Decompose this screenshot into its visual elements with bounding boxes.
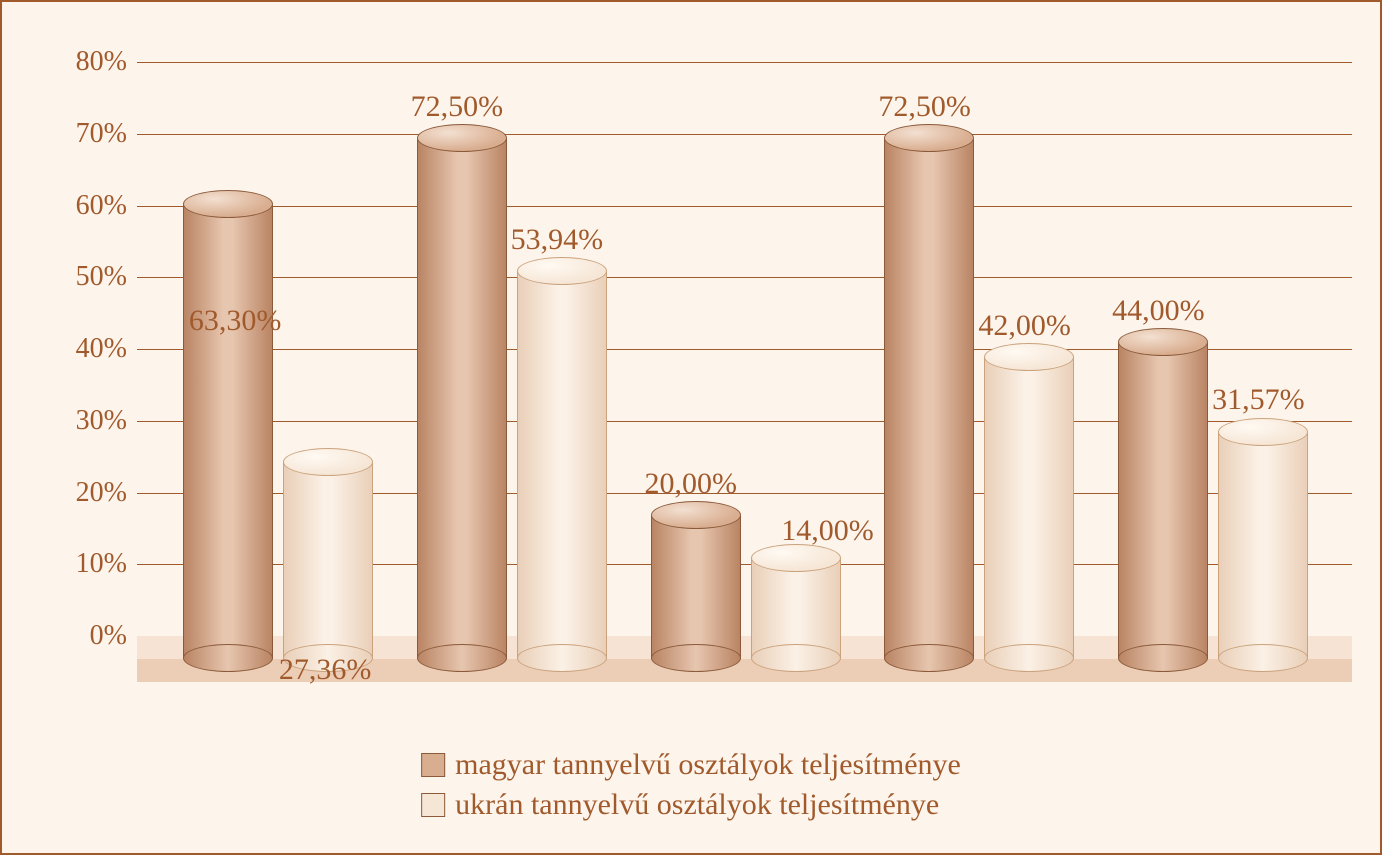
legend-label: ukrán tannyelvű osztályok teljesítménye [455, 788, 939, 822]
y-tick-label: 30% [76, 405, 137, 437]
plot-area: 0%10%20%30%40%50%60%70%80%63,30%27,36%72… [137, 62, 1352, 682]
chart-container: 0% 10% 20% 30% 40% 50% 60% 70% 80% 63,30% 27,36% 72… [0, 0, 1382, 855]
bar-body [283, 463, 373, 659]
bar-cylinder [984, 345, 1072, 659]
y-tick-label: 50% [76, 261, 137, 293]
bar-cylinder [1218, 420, 1306, 660]
bar-cylinder [517, 259, 605, 659]
bar-top [1218, 418, 1308, 446]
bar-cylinder [283, 450, 371, 659]
bar-body [651, 516, 741, 660]
legend-item: magyar tannyelvű osztályok teljesítménye [421, 748, 961, 782]
y-tick-label: 10% [76, 548, 137, 580]
bar-bottom [751, 644, 841, 672]
bar-cylinder [751, 546, 839, 659]
data-label: 14,00% [781, 514, 874, 548]
grid-line [137, 62, 1352, 63]
bar-cylinder [651, 503, 739, 660]
bar-cylinder [884, 126, 972, 659]
y-tick-label: 20% [76, 477, 137, 509]
bar-top [751, 544, 841, 572]
bar-bottom [517, 644, 607, 672]
grid-line [137, 277, 1352, 278]
y-tick-label: 60% [76, 190, 137, 222]
bar-top [884, 124, 974, 152]
y-tick-label: 70% [76, 118, 137, 150]
data-label: 20,00% [645, 467, 738, 501]
y-tick-label: 40% [76, 333, 137, 365]
bar-bottom [884, 644, 974, 672]
grid-line [137, 134, 1352, 135]
bar-body [1218, 433, 1308, 660]
data-label: 44,00% [1112, 294, 1205, 328]
bar-top [517, 257, 607, 285]
legend-label: magyar tannyelvű osztályok teljesítménye [455, 748, 961, 782]
bar-top [984, 343, 1074, 371]
bar-body [517, 272, 607, 659]
legend-swatch [421, 753, 445, 777]
bar-bottom [183, 644, 273, 672]
data-label: 27,36% [279, 653, 372, 687]
bar-bottom [651, 644, 741, 672]
grid-line [137, 206, 1352, 207]
bar-bottom [1218, 644, 1308, 672]
bar-top [183, 190, 273, 218]
data-label: 42,00% [978, 309, 1071, 343]
bar-body [417, 139, 507, 659]
bar-top [283, 448, 373, 476]
data-label: 63,30% [189, 304, 282, 338]
bar-cylinder [1118, 330, 1206, 659]
data-label: 53,94% [511, 223, 604, 257]
bar-body [984, 358, 1074, 659]
bar-body [183, 205, 273, 659]
bar-bottom [1118, 644, 1208, 672]
bar-body [1118, 343, 1208, 659]
y-tick-label: 80% [76, 46, 137, 78]
bar-top [417, 124, 507, 152]
bar-bottom [984, 644, 1074, 672]
data-label: 72,50% [878, 90, 971, 124]
data-label: 31,57% [1212, 383, 1305, 417]
legend: magyar tannyelvű osztályok teljesítménye… [421, 742, 961, 828]
y-tick-label: 0% [90, 620, 137, 652]
bar-cylinder [417, 126, 505, 659]
bar-bottom [417, 644, 507, 672]
data-label: 72,50% [411, 90, 504, 124]
bar-cylinder [183, 192, 271, 659]
bar-top [651, 501, 741, 529]
legend-item: ukrán tannyelvű osztályok teljesítménye [421, 788, 961, 822]
bar-body [884, 139, 974, 659]
legend-swatch [421, 793, 445, 817]
